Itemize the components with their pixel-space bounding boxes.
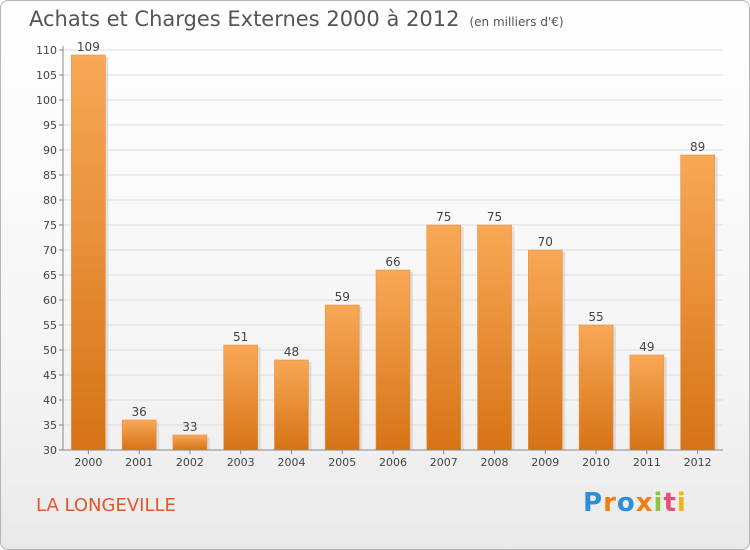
x-tick-label: 2012 — [684, 456, 712, 469]
y-tick-label: 65 — [43, 269, 57, 282]
proxiti-logo[interactable]: Proxiti — [583, 488, 687, 518]
bar — [375, 269, 411, 451]
bar — [223, 344, 258, 451]
y-tick-label: 105 — [36, 69, 57, 82]
bar-value-label: 70 — [538, 235, 553, 249]
bars: 109 36 33 51 48 59 66 75 75 70 55 49 89 — [71, 40, 718, 451]
bar — [477, 224, 512, 451]
bar-value-label: 51 — [233, 330, 248, 344]
chart-title-text: Achats et Charges Externes 2000 à 2012 — [29, 7, 460, 31]
bar — [121, 419, 157, 451]
logo-letter: x — [635, 488, 654, 518]
y-tick-label: 90 — [43, 144, 57, 157]
bar-value-label: 109 — [77, 40, 100, 54]
bar-value-label: 75 — [487, 210, 502, 224]
logo-letter: r — [603, 488, 617, 518]
x-tick-label: 2003 — [227, 456, 255, 469]
axes: 30 35 40 45 50 55 60 65 70 75 80 85 90 95 100 105 110 200… — [36, 44, 723, 469]
bar — [274, 359, 309, 451]
y-tick-label: 80 — [43, 194, 57, 207]
bar-value-label: 55 — [588, 310, 603, 324]
logo-letter: i — [676, 488, 687, 518]
x-tick-label: 2008 — [481, 456, 509, 469]
bar — [680, 154, 715, 451]
chart-title: Achats et Charges Externes 2000 à 2012 (e… — [29, 7, 564, 31]
bar — [426, 224, 462, 451]
bar-value-label: 75 — [436, 210, 451, 224]
x-tick-label: 2005 — [328, 456, 356, 469]
y-tick-label: 35 — [43, 419, 57, 432]
y-tick-label: 60 — [43, 294, 57, 307]
logo-letter: i — [653, 488, 664, 518]
x-tick-label: 2001 — [125, 456, 153, 469]
x-tick-label: 2009 — [531, 456, 559, 469]
bar-value-label: 66 — [385, 255, 400, 269]
bar-value-label: 36 — [132, 405, 147, 419]
y-tick-label: 100 — [36, 94, 57, 107]
y-tick-label: 110 — [36, 44, 57, 57]
bar — [528, 249, 563, 451]
bar-value-label: 48 — [284, 345, 299, 359]
y-tick-label: 50 — [43, 344, 57, 357]
bar — [71, 54, 106, 451]
x-tick-label: 2011 — [633, 456, 661, 469]
logo-letter: t — [663, 488, 677, 518]
x-tick-label: 2000 — [74, 456, 102, 469]
location-label: LA LONGEVILLE — [36, 495, 176, 516]
y-tick-label: 70 — [43, 244, 57, 257]
bar — [324, 304, 360, 451]
x-tick-label: 2006 — [379, 456, 407, 469]
x-tick-label: 2002 — [176, 456, 204, 469]
bar — [629, 354, 665, 451]
logo-letter: o — [616, 488, 636, 518]
bar-value-label: 49 — [639, 340, 654, 354]
y-tick-label: 75 — [43, 219, 57, 232]
bar — [172, 434, 208, 451]
y-tick-label: 45 — [43, 369, 57, 382]
y-tick-label: 95 — [43, 119, 57, 132]
y-tick-label: 55 — [43, 319, 57, 332]
bar-value-label: 89 — [690, 140, 705, 154]
x-tick-label: 2007 — [430, 456, 458, 469]
y-tick-label: 30 — [43, 444, 57, 457]
bar-value-label: 59 — [335, 290, 350, 304]
bar — [578, 324, 614, 451]
x-tick-label: 2004 — [277, 456, 305, 469]
y-tick-label: 40 — [43, 394, 57, 407]
x-tick-label: 2010 — [582, 456, 610, 469]
bar-value-label: 33 — [182, 420, 197, 434]
logo-letter: P — [583, 488, 604, 518]
chart-subtitle: (en milliers d'€) — [469, 15, 564, 29]
y-tick-label: 85 — [43, 169, 57, 182]
